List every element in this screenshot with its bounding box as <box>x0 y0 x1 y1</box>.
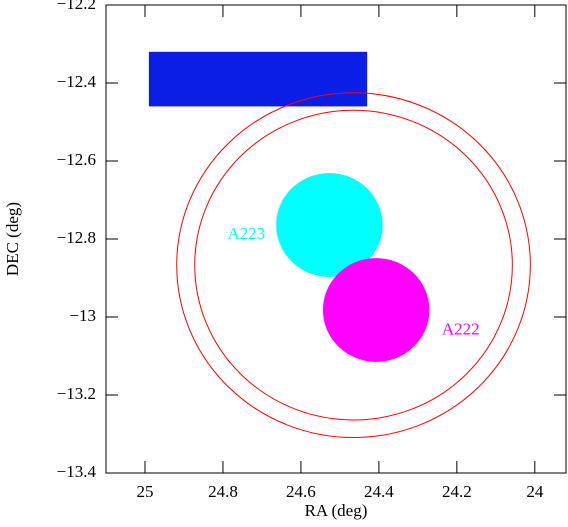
annotation: A222 <box>442 320 480 339</box>
x-tick-label: 24.6 <box>286 482 316 501</box>
x-tick-label: 24.8 <box>208 482 238 501</box>
y-tick-label: −12.2 <box>57 0 96 13</box>
x-axis-label: RA (deg) <box>305 501 368 520</box>
x-tick-label: 24.4 <box>364 482 394 501</box>
y-tick-label: −12.6 <box>57 150 96 169</box>
cluster-region <box>322 258 430 362</box>
y-axis-label: DEC (deg) <box>3 202 22 276</box>
x-tick-label: 24 <box>526 482 544 501</box>
radius-circle <box>194 109 513 421</box>
y-tick-label: −13 <box>69 306 96 325</box>
annotation: A223 <box>227 224 265 243</box>
field-region <box>148 51 368 107</box>
cluster-region <box>276 173 383 277</box>
y-tick-label: −13.4 <box>57 462 97 481</box>
y-tick-label: −13.2 <box>57 384 96 403</box>
x-tick-label: 25 <box>136 482 153 501</box>
y-tick-label: −12.8 <box>57 228 96 247</box>
y-tick-label: −12.4 <box>57 72 97 91</box>
x-tick-label: 24.2 <box>442 482 472 501</box>
radius-circle <box>176 92 531 439</box>
